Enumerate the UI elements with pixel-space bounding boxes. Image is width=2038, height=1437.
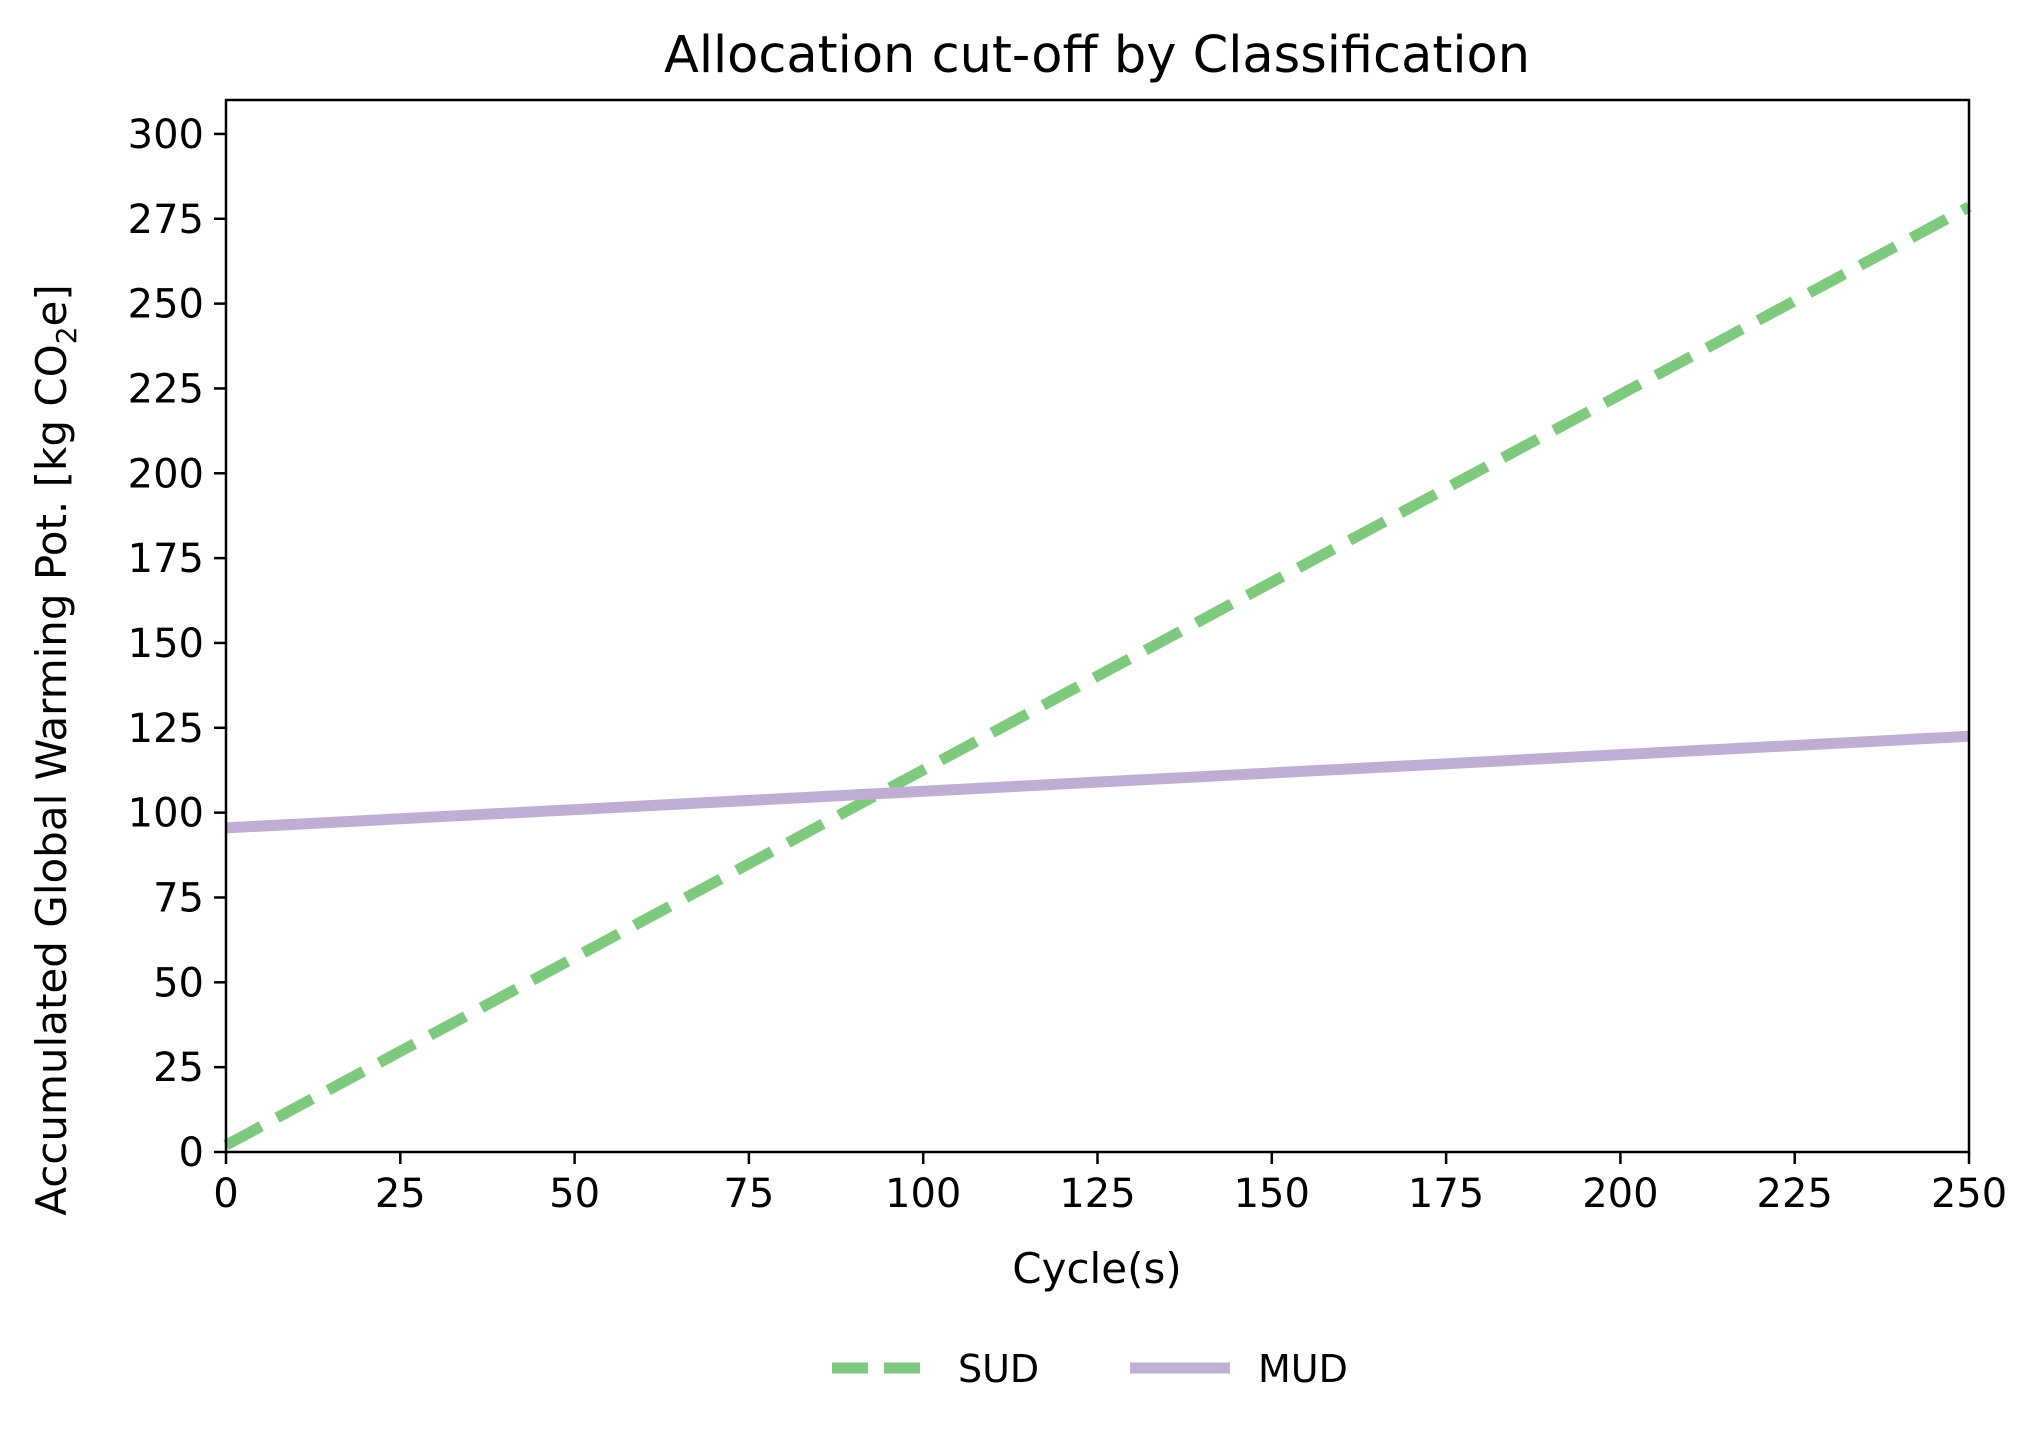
x-tick-label: 125 xyxy=(1059,1171,1135,1217)
series-line-mud xyxy=(225,730,1970,834)
y-tick-label: 250 xyxy=(128,282,204,328)
plot-area-frame xyxy=(224,98,1971,1154)
y-tick-label: 200 xyxy=(128,451,204,497)
series-line-sud xyxy=(223,202,1972,1151)
x-tick-label: 100 xyxy=(885,1171,961,1217)
legend: SUD MUD xyxy=(832,1347,1348,1391)
x-tick-label: 50 xyxy=(549,1171,600,1217)
x-tick-label: 175 xyxy=(1408,1171,1484,1217)
y-tick-label: 125 xyxy=(128,706,204,752)
chart-title: Allocation cut-off by Classification xyxy=(664,26,1530,85)
series-group xyxy=(223,202,1972,1151)
y-axis-label: Accumulated Global Warming Pot. [kg CO2e… xyxy=(27,284,83,1216)
x-tick-label: 250 xyxy=(1931,1171,2007,1217)
x-tick-label: 200 xyxy=(1582,1171,1658,1217)
legend-label-mud: MUD xyxy=(1258,1347,1348,1391)
x-tick-label: 25 xyxy=(375,1171,426,1217)
y-tick-label: 150 xyxy=(128,621,204,667)
y-axis-label-suffix: e] xyxy=(27,284,76,326)
y-axis-label-main: Accumulated Global Warming Pot. [kg CO xyxy=(27,344,76,1216)
y-tick-label: 100 xyxy=(128,791,204,837)
x-tick-label: 225 xyxy=(1757,1171,1833,1217)
y-axis-ticks: 0 25 50 75 100 125 150 175 200 225 250 275 300 xyxy=(128,112,226,1176)
y-tick-label: 50 xyxy=(153,960,204,1006)
y-tick-label: 0 xyxy=(179,1130,204,1176)
y-tick-label: 25 xyxy=(153,1045,204,1091)
y-tick-label: 175 xyxy=(128,536,204,582)
legend-label-sud: SUD xyxy=(958,1347,1039,1391)
y-tick-label: 275 xyxy=(128,197,204,243)
y-tick-label: 225 xyxy=(128,366,204,412)
x-axis-label: Cycle(s) xyxy=(1012,1244,1181,1293)
x-tick-label: 150 xyxy=(1234,1171,1310,1217)
x-axis-ticks: 0 25 50 75 100 125 150 175 200 225 250 xyxy=(213,1152,2007,1217)
y-tick-label: 75 xyxy=(153,875,204,921)
y-tick-label: 300 xyxy=(128,112,204,158)
x-tick-label: 0 xyxy=(213,1171,238,1217)
x-tick-label: 75 xyxy=(723,1171,774,1217)
y-axis-label-subscript: 2 xyxy=(50,326,83,344)
